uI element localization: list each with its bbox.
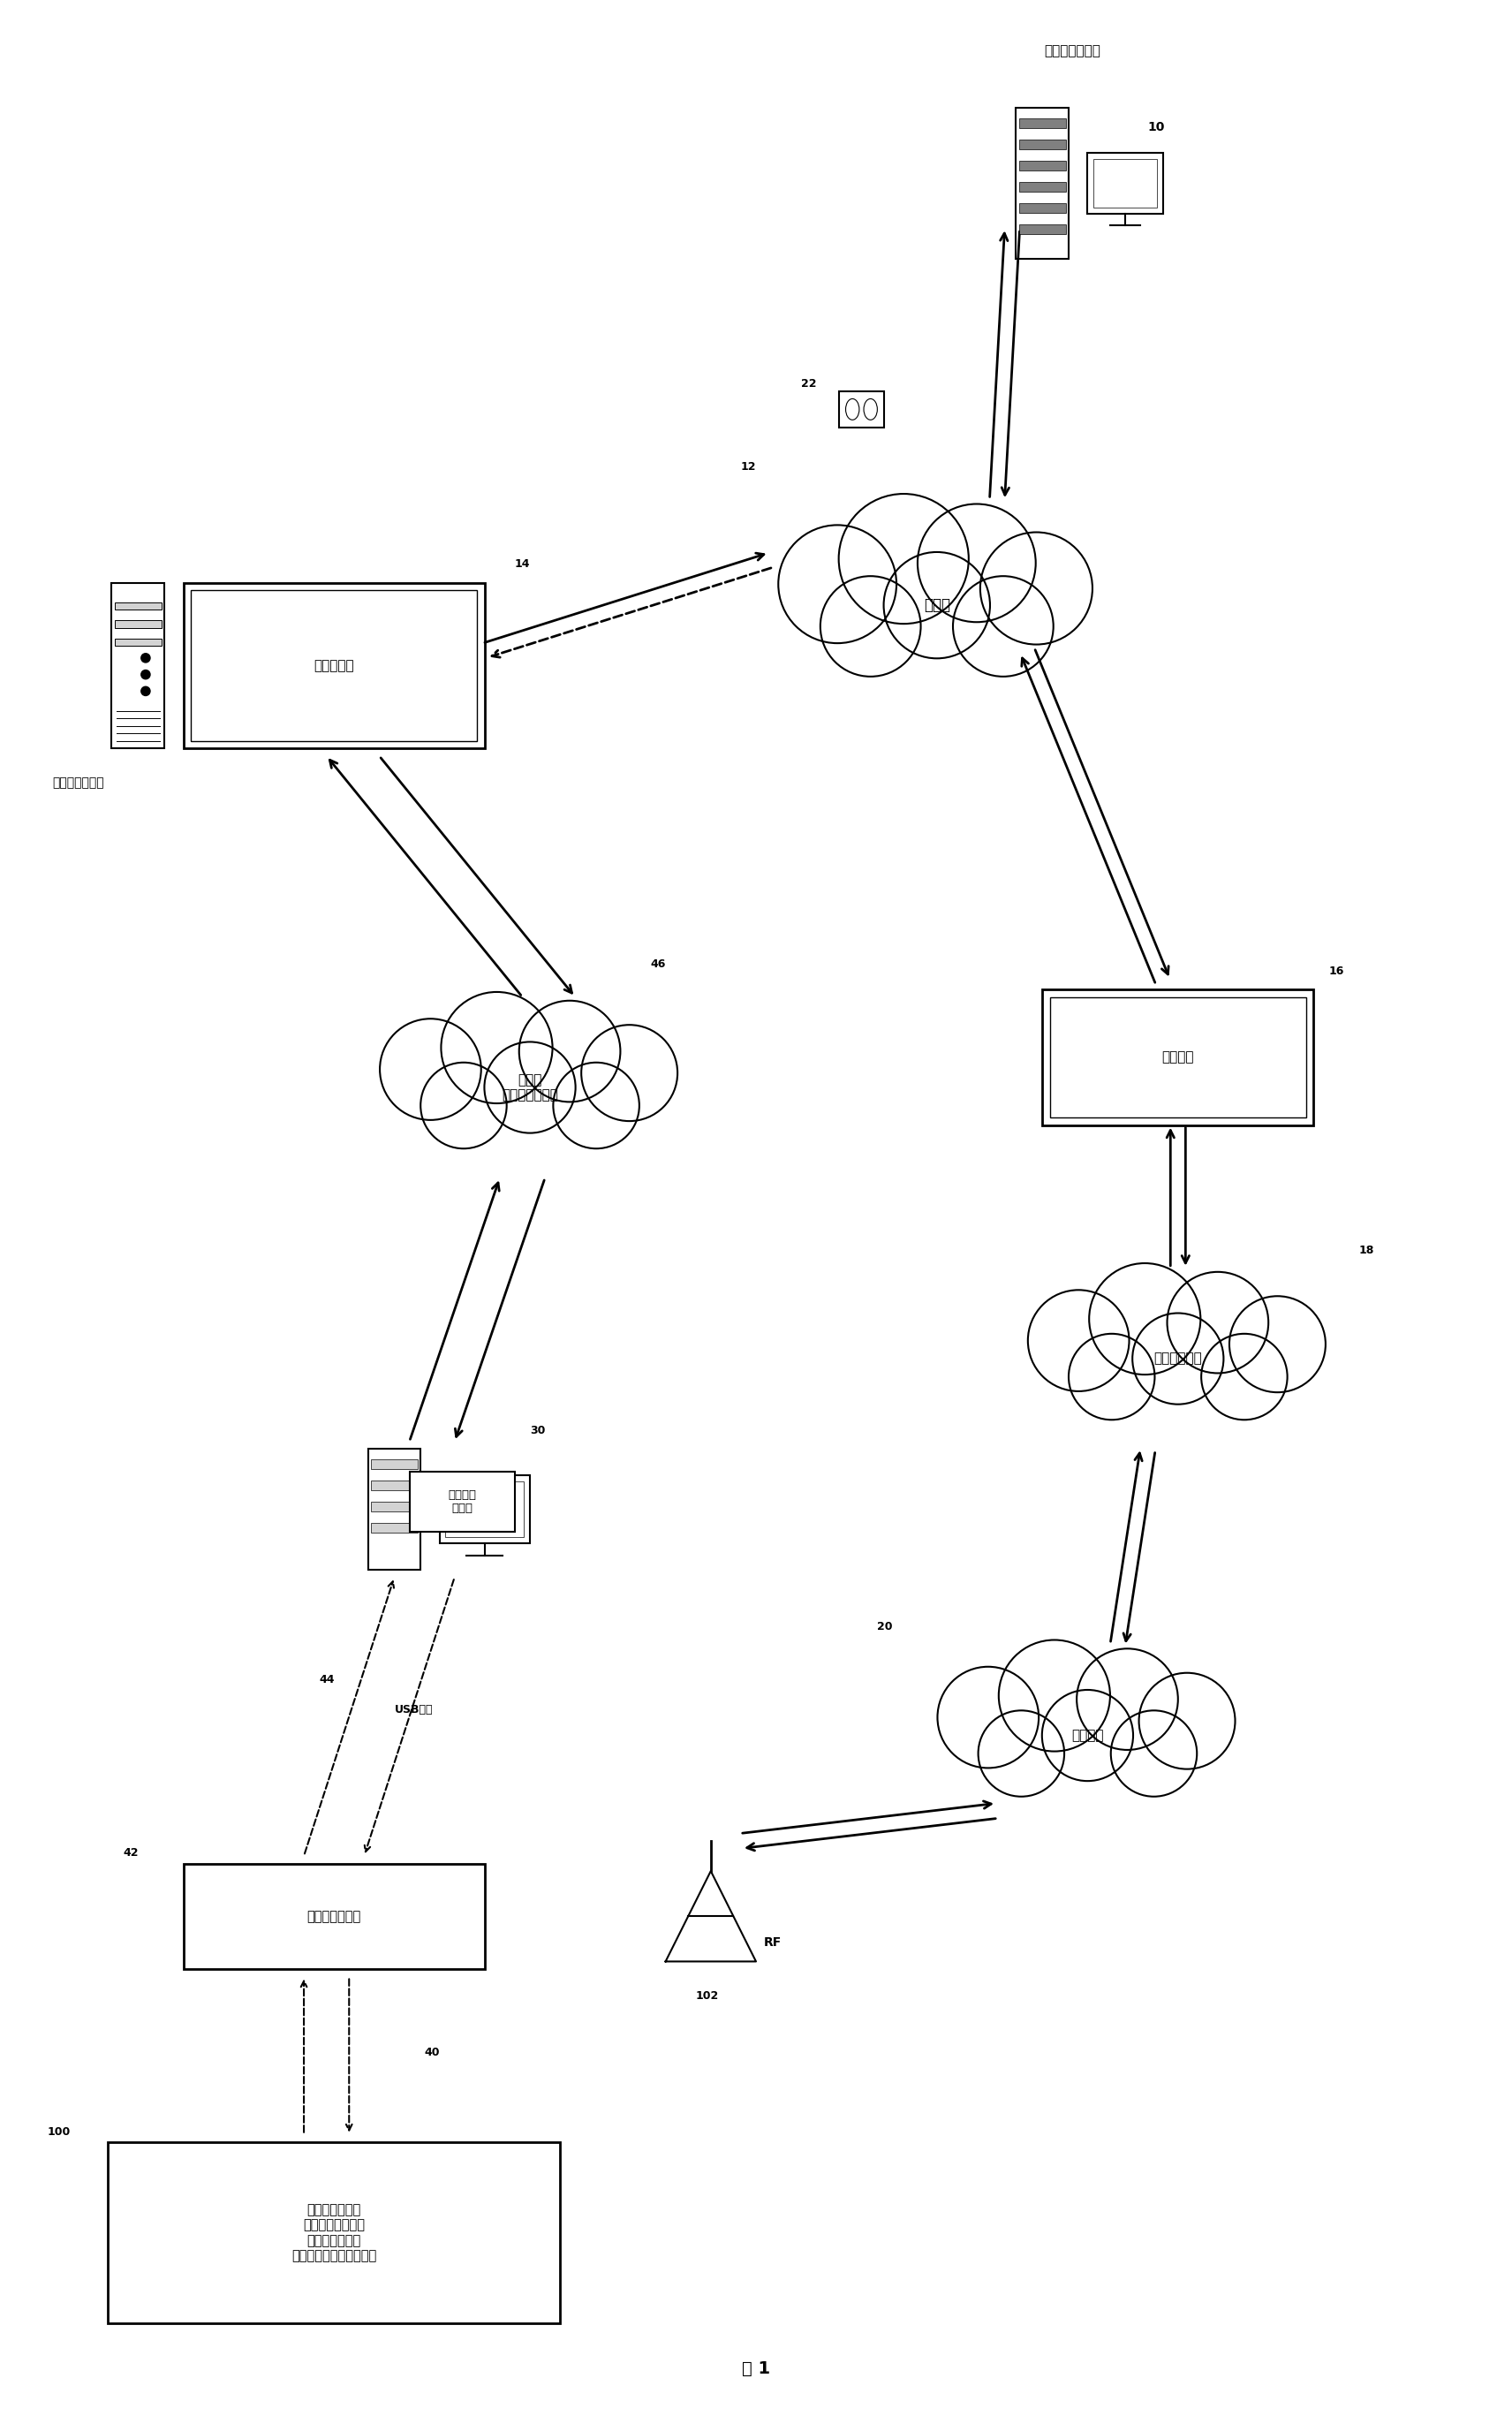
Bar [115,638,162,645]
Polygon shape [665,1870,756,1962]
Text: 100: 100 [48,2126,71,2138]
Circle shape [442,993,552,1104]
Bar [446,1481,523,1537]
Circle shape [1201,1334,1287,1421]
Circle shape [141,669,150,679]
Circle shape [1229,1295,1326,1392]
Text: 16: 16 [1329,966,1344,976]
Bar [112,582,165,749]
Circle shape [1132,1314,1223,1404]
Circle shape [1089,1264,1201,1375]
Circle shape [1028,1290,1129,1392]
Bar [1019,181,1066,191]
Circle shape [1111,1711,1198,1798]
Circle shape [1139,1672,1235,1769]
Circle shape [380,1020,481,1121]
Circle shape [953,575,1054,676]
Bar [1049,998,1306,1119]
Bar [1016,109,1069,259]
Text: 有线底座连接器: 有线底座连接器 [307,1909,361,1923]
Circle shape [918,505,1036,621]
Text: 30: 30 [529,1425,546,1438]
Text: 因特网: 因特网 [924,597,950,614]
Circle shape [978,1711,1064,1798]
Text: 46: 46 [650,959,665,969]
Text: 用户台式
计算机: 用户台式 计算机 [448,1491,476,1515]
Bar [1019,162,1066,172]
Circle shape [839,493,969,623]
Bar [191,590,478,742]
Text: 图 1: 图 1 [742,2360,770,2377]
Text: 102: 102 [696,1991,718,2003]
Circle shape [553,1063,640,1148]
Bar [370,1459,417,1469]
Text: 44: 44 [319,1674,334,1686]
Text: 20: 20 [877,1621,892,1633]
Circle shape [999,1640,1110,1752]
Bar [1019,140,1066,150]
Text: 在同时的无线／
有线连通性上具有
增强安全限制的
移动无线／有线通信设备: 在同时的无线／ 有线连通性上具有 增强安全限制的 移动无线／有线通信设备 [292,2203,376,2261]
Circle shape [420,1063,507,1148]
Text: 消息服务器系统: 消息服务器系统 [51,776,104,788]
Text: RF: RF [764,1938,782,1950]
Circle shape [883,553,990,660]
Circle shape [141,652,150,662]
Text: USB线缆: USB线缆 [395,1703,432,1715]
Bar [1093,159,1157,208]
Bar [115,621,162,628]
Circle shape [484,1041,576,1133]
Ellipse shape [845,399,859,420]
Circle shape [1167,1271,1269,1372]
Bar [839,391,885,428]
Bar [440,1476,529,1544]
Text: 40: 40 [425,2046,440,2058]
Circle shape [1042,1689,1132,1781]
Bar [1019,225,1066,234]
Text: 用户的
有线办公室网络: 用户的 有线办公室网络 [502,1073,558,1102]
Bar [115,602,162,609]
Bar [183,582,485,749]
Text: 22: 22 [801,377,816,389]
Circle shape [519,1000,620,1102]
Bar [370,1522,417,1532]
Circle shape [937,1667,1039,1769]
Circle shape [821,575,921,676]
Text: 消息服务器: 消息服务器 [314,660,354,672]
Circle shape [1077,1648,1178,1749]
Circle shape [141,686,150,696]
Circle shape [1069,1334,1155,1421]
Circle shape [779,524,897,643]
Bar [410,1471,516,1532]
Text: 14: 14 [516,558,531,570]
Bar [183,1863,485,1969]
Text: 无线网关: 无线网关 [1161,1051,1194,1063]
Text: 无线网络: 无线网络 [1072,1730,1104,1742]
Circle shape [980,532,1093,645]
Text: 10: 10 [1148,121,1164,133]
Text: 42: 42 [122,1848,139,1858]
Text: 12: 12 [741,461,756,471]
Ellipse shape [863,399,877,420]
Text: 电子邮件发送器: 电子邮件发送器 [1045,43,1101,58]
Bar [370,1503,417,1512]
Circle shape [581,1024,677,1121]
Bar [367,1450,420,1570]
Bar [1087,152,1163,213]
Bar [370,1481,417,1491]
Bar [107,2143,559,2324]
Bar [1019,118,1066,128]
Bar [1019,203,1066,213]
Text: 18: 18 [1359,1244,1374,1256]
Text: 无线基础设施: 无线基础设施 [1154,1353,1202,1365]
Bar [1042,991,1314,1126]
